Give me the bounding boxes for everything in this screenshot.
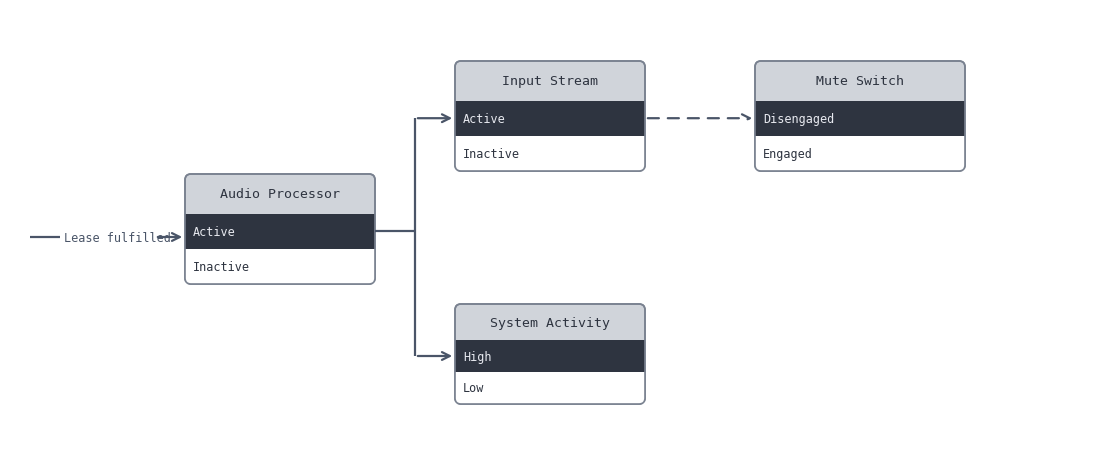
Bar [755, 101, 965, 172]
Bar [455, 372, 645, 404]
FancyBboxPatch shape [185, 175, 375, 284]
Text: High: High [463, 350, 492, 363]
Bar [185, 214, 375, 284]
Bar [755, 137, 965, 172]
Bar [455, 137, 645, 172]
Text: Low: Low [463, 382, 485, 394]
Text: Active: Active [193, 225, 236, 238]
FancyBboxPatch shape [455, 62, 645, 172]
Text: Lease fulfilled: Lease fulfilled [64, 231, 171, 244]
FancyBboxPatch shape [755, 62, 965, 172]
Text: System Activity: System Activity [490, 316, 610, 329]
Bar [455, 101, 645, 172]
Text: Input Stream: Input Stream [502, 75, 598, 88]
Text: Inactive: Inactive [193, 260, 250, 273]
Bar [185, 214, 375, 249]
Text: Engaged: Engaged [763, 148, 813, 161]
Bar [185, 249, 375, 284]
Bar [455, 340, 645, 404]
Bar [455, 101, 645, 137]
Text: Active: Active [463, 113, 506, 125]
Bar [755, 101, 965, 137]
Text: Disengaged: Disengaged [763, 113, 834, 125]
FancyBboxPatch shape [455, 304, 645, 404]
Bar [455, 340, 645, 372]
Text: Mute Switch: Mute Switch [816, 75, 904, 88]
Text: Inactive: Inactive [463, 148, 520, 161]
Text: Audio Processor: Audio Processor [220, 188, 340, 201]
